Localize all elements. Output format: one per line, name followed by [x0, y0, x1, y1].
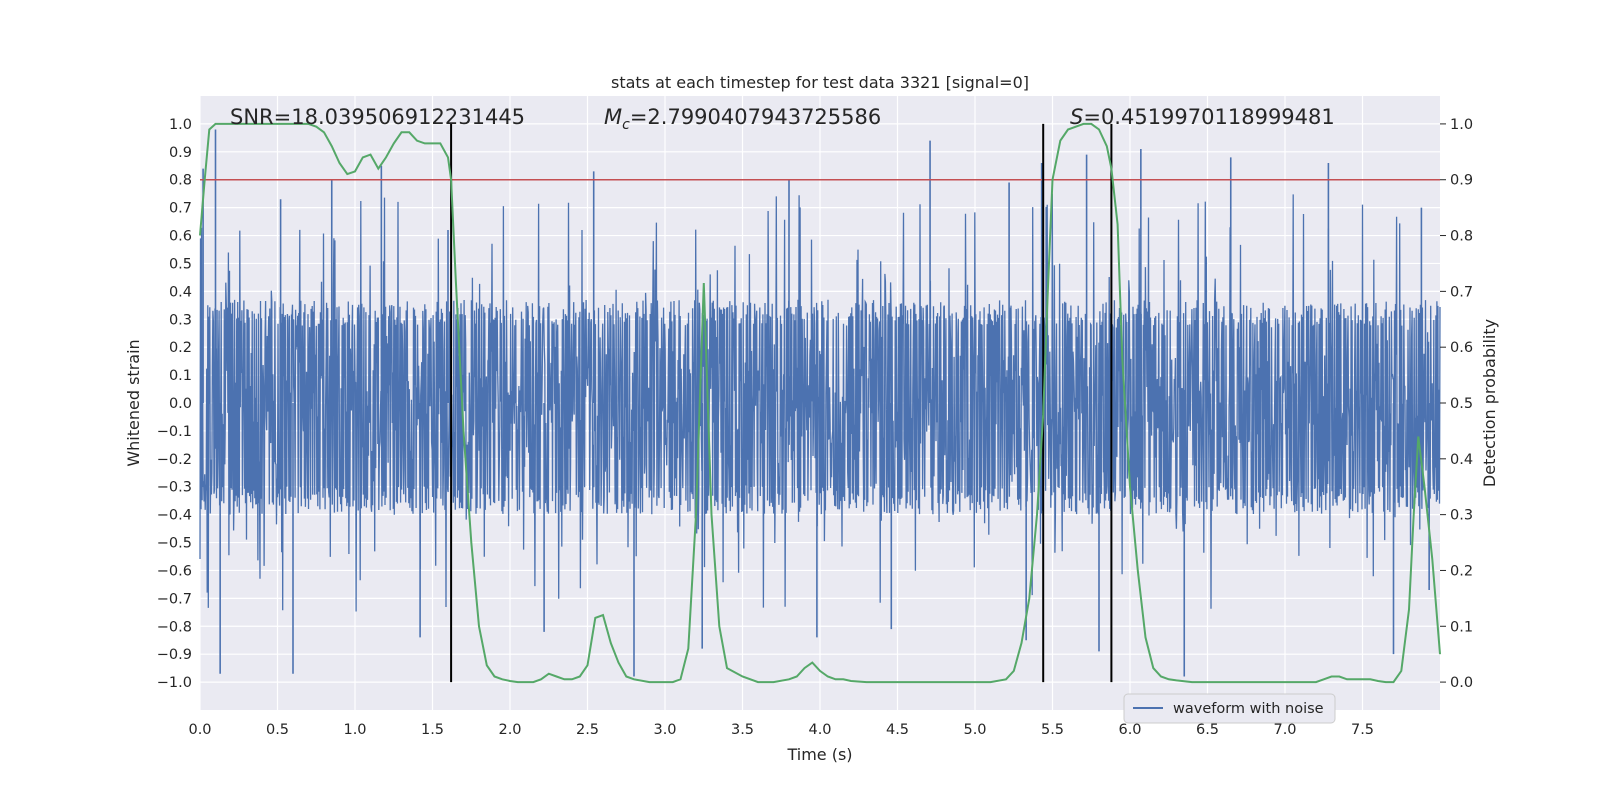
x-tick-label: 6.5: [1196, 722, 1219, 738]
x-tick-label: 4.5: [886, 722, 909, 738]
s-annotation: S=0.4519970118999481: [1070, 105, 1335, 129]
x-tick-label: 2.0: [498, 722, 521, 738]
x-tick-label: 0.0: [188, 722, 211, 738]
s-value: =0.4519970118999481: [1083, 105, 1334, 129]
right-tick-label: 0.4: [1450, 452, 1473, 468]
x-tick-label: 5.5: [1041, 722, 1064, 738]
x-tick-label: 1.5: [421, 722, 444, 738]
left-axis-label: Whitened strain: [124, 339, 143, 466]
x-tick-label: 5.0: [963, 722, 986, 738]
right-tick-label: 0.5: [1450, 396, 1473, 412]
right-axis-ticks: 1.0 0.9 0.8 0.7 0.6 0.5 0.4 0.3 0.2 0.1 0.0: [1440, 117, 1473, 691]
x-tick-label: 6.0: [1118, 722, 1141, 738]
right-tick-label: 1.0: [1450, 117, 1473, 133]
x-tick-label: 7.5: [1351, 722, 1374, 738]
probability-line: [199, 122, 1441, 684]
chart-title: stats at each timestep for test data 332…: [611, 73, 1029, 92]
chirp-mass-annotation: Mc=2.7990407943725586: [604, 105, 881, 133]
left-tick-label: −0.2: [157, 452, 192, 468]
s-symbol: S: [1070, 105, 1083, 129]
x-tick-label: 4.0: [808, 722, 831, 738]
left-tick-label: 0.0: [169, 396, 192, 412]
x-tick-label: 0.5: [266, 722, 289, 738]
right-tick-label: 0.8: [1450, 229, 1473, 245]
left-tick-label: −0.6: [157, 563, 192, 579]
left-tick-label: 0.6: [169, 229, 192, 245]
x-tick-label: 2.5: [576, 722, 599, 738]
left-tick-label: 0.4: [169, 284, 192, 300]
left-tick-label: 0.9: [169, 145, 192, 161]
x-tick-label: 1.0: [343, 722, 366, 738]
x-axis-ticks: 0.0 0.5 1.0 1.5 2.0 2.5 3.0 3.5 4.0 4.5 5.0 5.5 6.0 6…: [188, 722, 1374, 738]
left-axis-ticks: 1.0 0.9 0.8 0.7 0.6 0.5 0.4 0.3 0.2 0.1 0.0 −0.1 −0.…: [157, 117, 192, 691]
left-tick-label: −0.9: [157, 647, 192, 663]
chirp-mass-symbol: M: [604, 105, 622, 129]
left-tick-label: −0.1: [157, 424, 192, 440]
left-tick-label: −1.0: [157, 675, 192, 691]
snr-annotation: SNR=18.039506912231445: [230, 105, 525, 129]
right-axis-label: Detection probability: [1480, 319, 1499, 487]
right-tick-label: 0.2: [1450, 563, 1473, 579]
left-tick-label: 0.3: [169, 312, 192, 328]
left-tick-label: 0.5: [169, 256, 192, 272]
chirp-mass-subscript: c: [622, 117, 630, 133]
waveform-series: [199, 129, 1441, 677]
legend-box: [1123, 693, 1336, 724]
probability-series: [199, 122, 1441, 684]
right-tick-label: 0.3: [1450, 508, 1473, 524]
left-tick-label: 0.8: [169, 173, 192, 189]
left-tick-label: −0.7: [157, 591, 192, 607]
left-tick-label: −0.5: [157, 536, 192, 552]
right-tick-label: 0.9: [1450, 173, 1473, 189]
left-tick-label: −0.3: [157, 480, 192, 496]
left-tick-label: 0.2: [169, 340, 192, 356]
x-axis-label: Time (s): [786, 745, 852, 764]
legend-label: waveform with noise: [1173, 701, 1324, 717]
chirp-mass-value: =2.7990407943725586: [630, 105, 881, 129]
x-tick-label: 3.5: [731, 722, 754, 738]
right-tick-label: 0.0: [1450, 675, 1473, 691]
legend: waveform with noise: [1123, 693, 1336, 724]
waveform-line: [199, 193, 1441, 612]
left-tick-label: −0.4: [157, 508, 192, 524]
right-tick-label: 0.7: [1450, 284, 1473, 300]
right-tick-label: 0.6: [1450, 340, 1473, 356]
x-tick-label: 3.0: [653, 722, 676, 738]
right-tick-label: 0.1: [1450, 619, 1473, 635]
left-tick-label: 0.1: [169, 368, 192, 384]
left-tick-label: −0.8: [157, 619, 192, 635]
left-tick-label: 1.0: [169, 117, 192, 133]
left-tick-label: 0.7: [169, 201, 192, 217]
x-tick-label: 7.0: [1273, 722, 1296, 738]
